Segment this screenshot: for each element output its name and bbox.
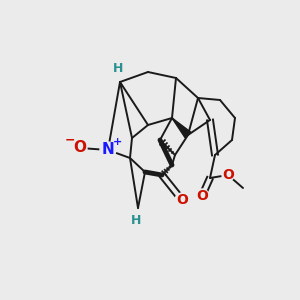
Circle shape [112,62,124,74]
Text: O: O [176,193,188,207]
Text: −: − [65,134,75,146]
Circle shape [222,169,234,181]
Circle shape [130,214,142,226]
Circle shape [73,141,87,155]
Text: H: H [113,61,123,74]
Text: H: H [131,214,141,226]
Circle shape [175,193,189,207]
Text: N: N [102,142,114,158]
Text: +: + [113,137,123,147]
Polygon shape [172,118,191,138]
Text: O: O [196,189,208,203]
Circle shape [195,189,209,203]
Text: O: O [222,168,234,182]
Text: O: O [74,140,86,155]
Circle shape [100,142,116,158]
